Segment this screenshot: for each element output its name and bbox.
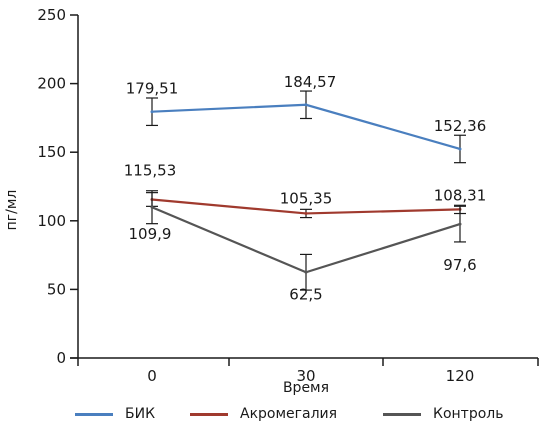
- legend-label-control: Контроль: [433, 406, 504, 422]
- data-point: [458, 222, 462, 226]
- series-1: 115,53 105,35 108,31: [124, 161, 487, 219]
- line-chart: 0 50 100 150 200 250 0 30 120 179,51 184,57 152,3…: [4, 6, 539, 396]
- data-point: [304, 103, 308, 107]
- data-label: 108,31: [434, 186, 487, 204]
- data-label: 105,35: [280, 189, 333, 207]
- legend-swatch-acromegaly: [190, 412, 228, 416]
- data-point: [304, 270, 308, 274]
- x-tick-label: 0: [147, 367, 157, 385]
- legend-item-acromegaly: Акромегалия: [190, 402, 337, 426]
- y-tick-label: 50: [47, 280, 66, 298]
- data-point: [150, 205, 154, 209]
- y-tick-label: 150: [37, 143, 66, 161]
- x-tick-label: 120: [446, 367, 475, 385]
- series-0: 179,51 184,57 152,36: [126, 73, 487, 164]
- y-tick-label: 100: [37, 212, 66, 230]
- legend-label-acromegaly: Акромегалия: [240, 406, 338, 422]
- data-point: [458, 147, 462, 151]
- y-tick-label: 200: [37, 75, 66, 93]
- legend-item-bik: БИК: [75, 402, 155, 426]
- x-axis-title: Время: [283, 380, 329, 396]
- data-label: 115,53: [124, 161, 177, 179]
- y-axis-ticks: 0 50 100 150 200 250: [37, 6, 78, 367]
- data-label: 62,5: [289, 285, 322, 303]
- y-tick-label: 250: [37, 6, 66, 24]
- legend-swatch-control: [383, 412, 421, 416]
- data-point: [150, 110, 154, 114]
- legend-label-bik: БИК: [125, 406, 156, 422]
- data-label: 179,51: [126, 80, 179, 98]
- data-label: 184,57: [284, 73, 337, 91]
- data-label: 152,36: [434, 117, 487, 135]
- x-tick-label: 30: [296, 367, 315, 385]
- data-label: 109,9: [129, 225, 172, 243]
- data-label: 97,6: [443, 256, 476, 274]
- y-axis-title: пг/мл: [4, 190, 20, 231]
- legend-item-control: Контроль: [383, 402, 503, 426]
- legend-swatch-bik: [75, 412, 113, 416]
- data-point: [304, 211, 308, 215]
- x-axis-ticks: 0 30 120: [77, 358, 539, 385]
- y-tick-label: 0: [56, 349, 66, 367]
- series-2: 109,9 62,5 97,6: [129, 190, 477, 303]
- legend: БИК Акромегалия Контроль: [0, 402, 558, 426]
